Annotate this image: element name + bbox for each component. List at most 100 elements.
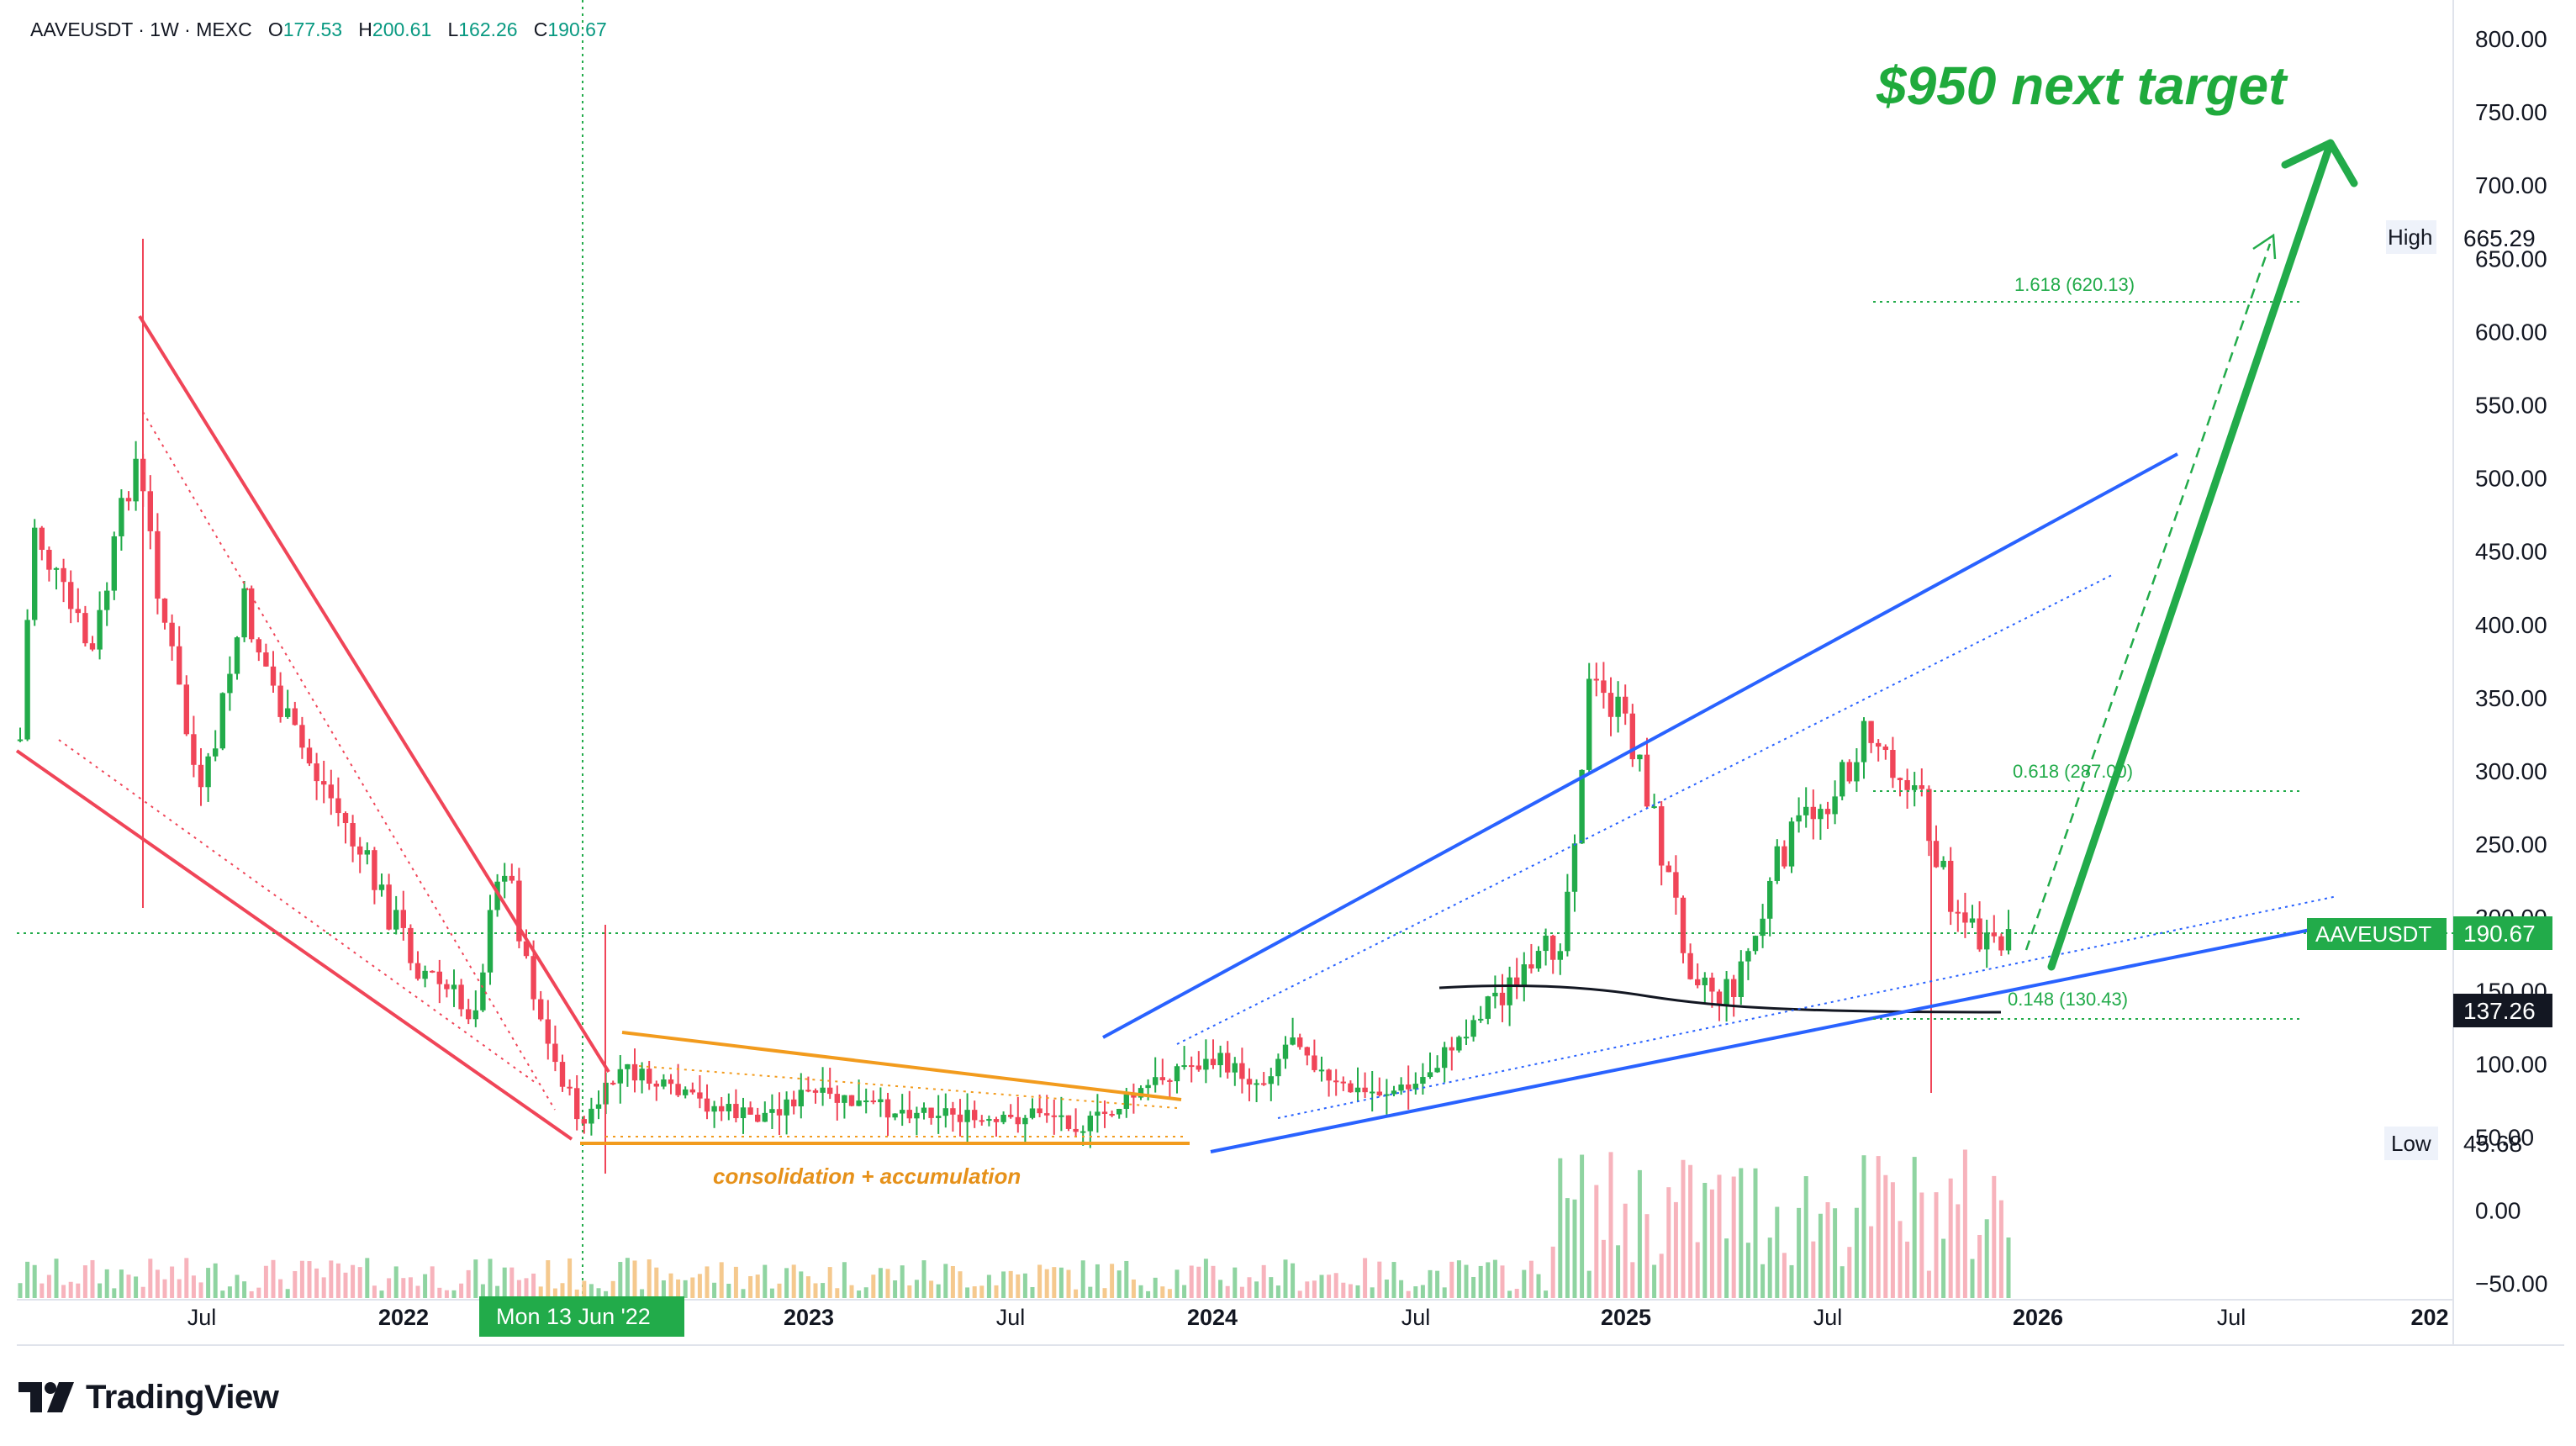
- candle-body: [1203, 1058, 1209, 1070]
- wedge-upper-line: [138, 314, 610, 1074]
- volume-bar: [972, 1286, 977, 1298]
- wedge-inner-upper: [142, 411, 556, 1111]
- candle-body: [89, 643, 96, 650]
- candle-body: [834, 1094, 840, 1103]
- candle-body: [1008, 1115, 1014, 1117]
- wedge-inner-lower: [58, 739, 539, 1085]
- volume-bar: [582, 1280, 587, 1298]
- volume-bar: [849, 1285, 854, 1298]
- candle-body: [884, 1099, 891, 1118]
- volume-bar: [140, 1286, 145, 1298]
- candle-body: [733, 1104, 739, 1119]
- candle-body: [314, 763, 319, 782]
- volume-bar: [1384, 1280, 1389, 1298]
- candle-body: [1181, 1065, 1187, 1068]
- volume-bar: [1833, 1208, 1838, 1298]
- volume-bar: [979, 1285, 984, 1298]
- channel-inner-lower: [1277, 895, 2338, 1119]
- ma-value-badge: [2453, 994, 2552, 1027]
- volume-bar: [1363, 1258, 1368, 1298]
- tradingview-logo[interactable]: TradingView: [18, 1374, 279, 1421]
- candle-body: [631, 1063, 638, 1081]
- volume-bar: [1261, 1264, 1266, 1298]
- volume-bar: [1413, 1286, 1418, 1298]
- candle-body: [1478, 1018, 1484, 1021]
- last-value-badge: [2453, 916, 2552, 950]
- candle-body: [82, 613, 88, 644]
- volume-bar: [835, 1288, 840, 1298]
- volume-bar: [1528, 1260, 1533, 1298]
- candle-body: [249, 588, 255, 640]
- volume-bar: [104, 1269, 109, 1298]
- consolidation-inner-upper: [638, 1065, 1178, 1109]
- volume-bar: [1341, 1282, 1346, 1298]
- volume-bar: [314, 1268, 319, 1298]
- ma-value: 137.26: [2463, 998, 2536, 1024]
- candle-body: [661, 1079, 667, 1087]
- volume-bar: [1239, 1286, 1244, 1298]
- candle-body: [1897, 778, 1903, 780]
- candle-body: [1940, 860, 1946, 868]
- volume-bar: [335, 1263, 340, 1298]
- candle-body: [1565, 891, 1570, 952]
- volume-bar: [733, 1266, 738, 1298]
- volume-bar: [1811, 1241, 1816, 1298]
- price-scale[interactable]: 800.00 750.00 700.00 650.00 600.00 550.00 500.…: [2475, 26, 2547, 1297]
- candle-body: [1159, 1077, 1165, 1080]
- volume-bar: [1580, 1154, 1585, 1298]
- volume-bar: [1160, 1286, 1165, 1298]
- low-value: 45.68: [2463, 1131, 2522, 1157]
- volume-bar: [278, 1279, 283, 1298]
- volume-bar: [1876, 1156, 1881, 1298]
- candle-body: [1499, 992, 1506, 1005]
- volume-bar: [1797, 1207, 1802, 1298]
- candle-body: [979, 1120, 984, 1122]
- consolidation-label: consolidation + accumulation: [713, 1164, 1021, 1189]
- candle-body: [683, 1089, 689, 1095]
- candle-body: [1196, 1065, 1201, 1070]
- volume-bar: [1753, 1168, 1758, 1298]
- channel-inner-upper: [1176, 574, 2113, 1045]
- volume-bar: [1153, 1277, 1158, 1298]
- volume-bar: [1898, 1221, 1903, 1298]
- volume-bar: [726, 1284, 731, 1298]
- candle-body: [263, 652, 269, 667]
- candle-body: [516, 880, 522, 942]
- candle-body: [986, 1119, 992, 1121]
- volume-bar: [1420, 1285, 1425, 1298]
- volume-bar: [46, 1274, 51, 1298]
- volume-bar: [509, 1267, 515, 1298]
- volume-bar: [1998, 1200, 2003, 1298]
- candle-body: [227, 673, 233, 694]
- candle-body: [531, 956, 536, 1000]
- candle-body: [1145, 1084, 1151, 1089]
- volume-bar: [82, 1265, 87, 1298]
- candle-body: [740, 1107, 747, 1119]
- candle-body: [1138, 1088, 1144, 1098]
- volume-bar: [271, 1259, 276, 1298]
- time-tick-label: Jul: [1401, 1305, 1431, 1330]
- time-scale[interactable]: Jul 2022 2023 Jul 2024 Jul 2025 Jul 2026 Jul 202: [187, 1305, 2449, 1330]
- volume-bar: [1977, 1234, 1982, 1298]
- candlestick-series: [17, 239, 2012, 1174]
- high-label-hdr: H: [358, 18, 372, 40]
- candle-body: [1687, 953, 1693, 979]
- volume-bar: [1644, 1214, 1650, 1298]
- volume-bar: [1391, 1262, 1396, 1298]
- volume-bar: [1233, 1267, 1238, 1298]
- volume-bar: [943, 1264, 948, 1298]
- volume-bar: [936, 1284, 941, 1298]
- volume-bar: [1890, 1182, 1895, 1298]
- volume-bar: [220, 1290, 225, 1298]
- candle-body: [1680, 897, 1687, 953]
- candle-body: [559, 1062, 566, 1087]
- volume-bar: [227, 1286, 232, 1298]
- candle-body: [1882, 747, 1888, 751]
- time-tick-label: 2023: [784, 1305, 834, 1330]
- candle-body: [647, 1069, 652, 1084]
- volume-bar: [1456, 1260, 1461, 1298]
- candle-body: [878, 1099, 884, 1103]
- candle-body: [842, 1095, 847, 1103]
- candle-body: [451, 984, 457, 990]
